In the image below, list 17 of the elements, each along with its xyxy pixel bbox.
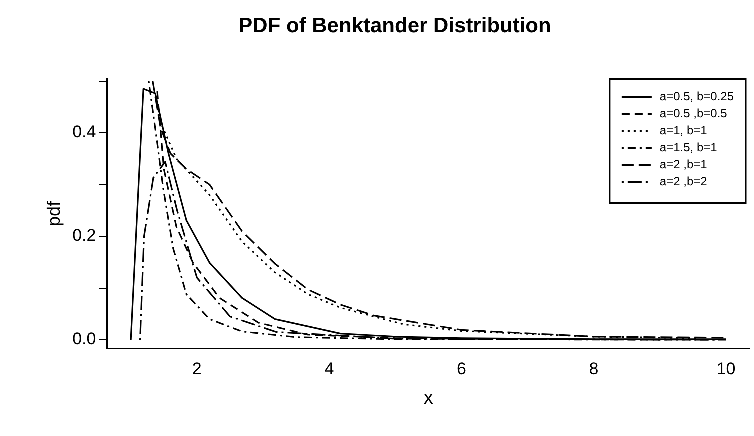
y-tick-label: 0.2: [72, 226, 96, 246]
legend-label: a=2 ,b=1: [660, 158, 708, 172]
legend-label: a=0.5, b=0.25: [660, 90, 734, 104]
y-axis-title: pdf: [44, 200, 64, 227]
legend-label: a=1.5, b=1: [660, 140, 718, 155]
x-tick-label: 2: [192, 360, 202, 379]
chart-title: PDF of Benktander Distribution: [238, 14, 552, 38]
x-tick-label: 10: [716, 360, 736, 379]
y-tick-label: 0.4: [72, 122, 96, 142]
x-tick-label: 4: [324, 360, 334, 379]
legend-label: a=2 ,b=2: [660, 174, 708, 189]
x-tick-label: 8: [589, 360, 599, 379]
legend-label: a=1, b=1: [660, 124, 708, 138]
x-tick-label: 6: [456, 360, 466, 379]
legend-label: a=0.5 ,b=0.5: [660, 106, 728, 121]
x-axis-title: x: [424, 388, 434, 409]
y-tick-label: 0.0: [72, 330, 96, 349]
